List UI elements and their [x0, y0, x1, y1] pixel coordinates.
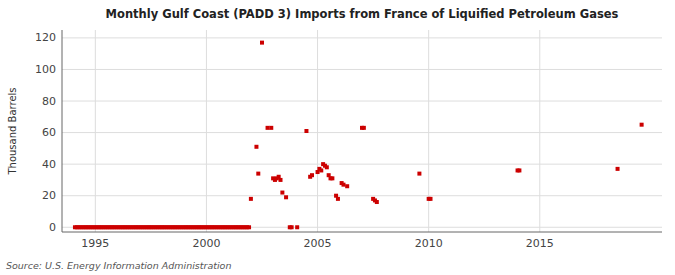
point [295, 225, 299, 229]
y-grid-line [62, 132, 662, 133]
point [341, 183, 345, 187]
points [73, 41, 644, 230]
grid [62, 30, 662, 232]
point [290, 225, 294, 229]
x-tick-label: 1995 [81, 237, 109, 250]
point [325, 165, 329, 169]
y-grid-line [62, 69, 662, 70]
point [284, 195, 288, 199]
x-grid-line [539, 30, 540, 232]
point [517, 168, 521, 172]
y-tick-label: 80 [42, 95, 56, 108]
point [266, 126, 270, 130]
chart: 0 20 40 60 80 100 120 1995 2000 2005 2010 2015 Month… [0, 0, 675, 275]
background [0, 0, 675, 275]
point [417, 172, 421, 176]
point [429, 197, 433, 201]
y-tick-label: 40 [42, 158, 56, 171]
x-tick-label: 2000 [192, 237, 220, 250]
x-tick-label: 2005 [304, 237, 332, 250]
point [319, 168, 323, 172]
x-axis-line [62, 232, 662, 233]
point [269, 126, 273, 130]
x-grid-line [95, 30, 96, 232]
source-note: Source: U.S. Energy Information Administ… [6, 260, 231, 271]
point [336, 197, 340, 201]
y-tick-label: 0 [49, 221, 56, 234]
x-grid-line [206, 30, 207, 232]
y-tick-label: 60 [42, 126, 56, 139]
y-tick-label: 120 [35, 31, 56, 44]
point [304, 129, 308, 133]
point [280, 191, 284, 195]
point [330, 176, 334, 180]
y-tick-label: 100 [35, 63, 56, 76]
y-grid-line [62, 37, 662, 38]
title: Monthly Gulf Coast (PADD 3) Imports from… [106, 7, 619, 21]
point [279, 178, 283, 182]
y-grid-line [62, 164, 662, 165]
point [247, 225, 251, 229]
point [260, 41, 264, 45]
point [310, 173, 314, 177]
point [375, 200, 379, 204]
x-grid-line [428, 30, 429, 232]
y-grid-line [62, 101, 662, 102]
point [362, 126, 366, 130]
point [640, 123, 644, 127]
point [249, 197, 253, 201]
y-axis-line [62, 30, 63, 232]
x-tick-label: 2010 [415, 237, 443, 250]
x-grid-line [317, 30, 318, 232]
point [616, 167, 620, 171]
point [345, 184, 349, 188]
y-tick-label: 20 [42, 189, 56, 202]
point [256, 172, 260, 176]
y-axis-label: Thousand Barrels [7, 87, 18, 175]
y-grid-line [62, 195, 662, 196]
x-tick-label: 2015 [526, 237, 554, 250]
point [254, 145, 258, 149]
